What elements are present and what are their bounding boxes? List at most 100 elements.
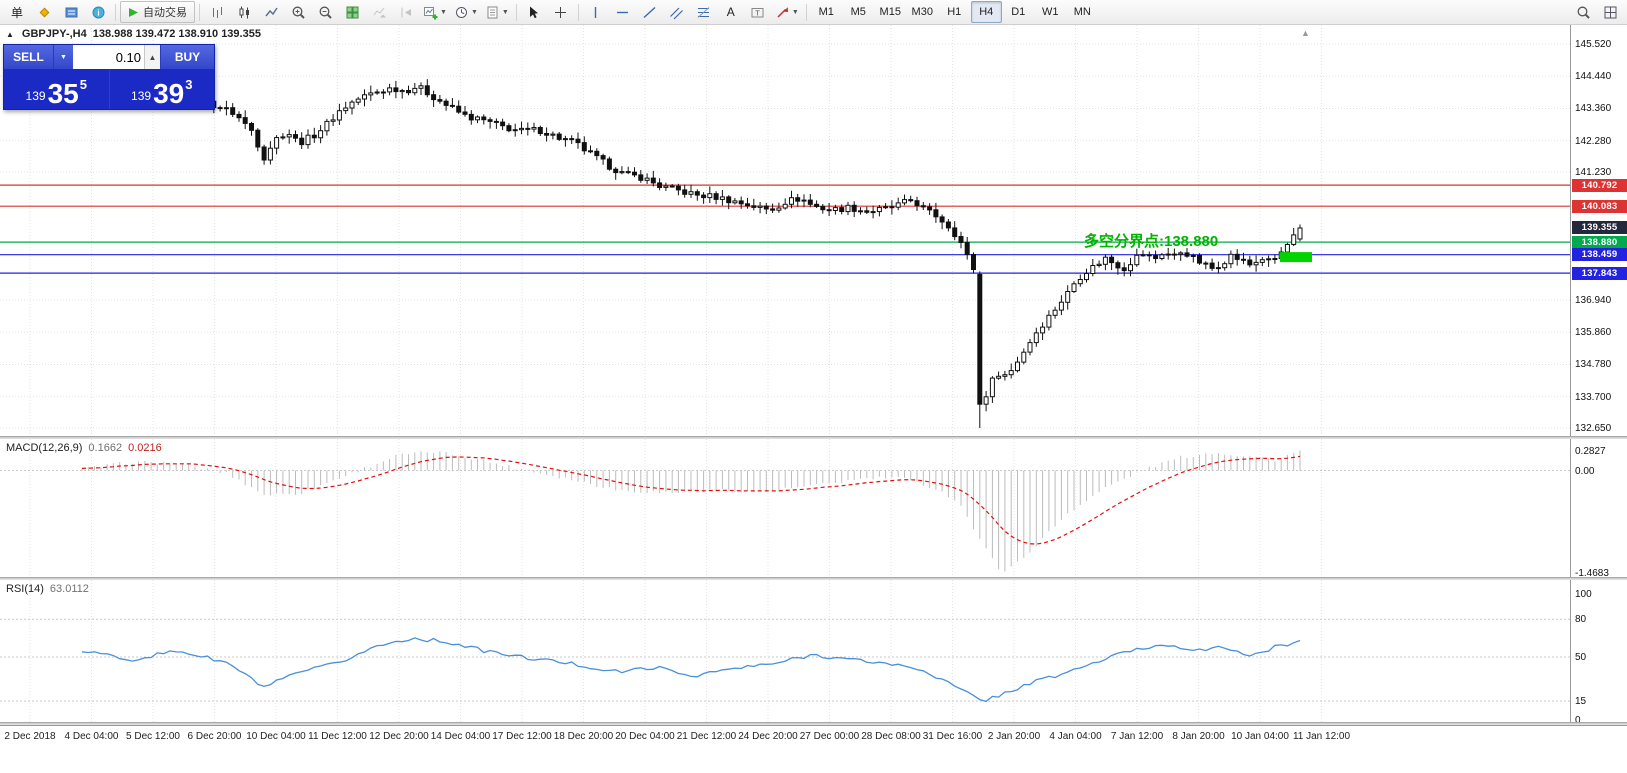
chart-annotation-text[interactable]: 多空分界点:138.880 (1084, 233, 1219, 250)
zoom-in-button[interactable] (285, 1, 311, 23)
time-label: 11 Jan 12:00 (1292, 731, 1351, 742)
toolbar-separator (577, 3, 579, 21)
price-tick: 135.860 (1575, 327, 1612, 338)
timeframe-h1-button[interactable]: H1 (947, 6, 962, 18)
panel-splitter[interactable] (0, 436, 1627, 439)
buy-price-small: 139 (131, 89, 152, 103)
new-chart-button[interactable]: ▼ (420, 1, 450, 23)
new-order-button[interactable]: 单 (10, 5, 23, 20)
time-label: 11 Dec 12:00 (308, 731, 367, 742)
market-watch-button[interactable] (31, 1, 57, 23)
time-label: 8 Jan 20:00 (1172, 731, 1225, 742)
macd-main-value: 0.1662 (88, 442, 123, 454)
trendline-button[interactable] (637, 1, 663, 23)
autotrading-button[interactable]: 自动交易 (120, 1, 195, 23)
time-label: 12 Dec 20:00 (369, 731, 429, 742)
macd-label: MACD(12,26,9) (6, 442, 83, 454)
crosshair-button[interactable] (548, 1, 574, 23)
rsi-axis: 100 80 50 15 0 (1570, 580, 1627, 722)
buy-price-sup: 3 (185, 77, 193, 92)
sell-price-small: 139 (25, 89, 46, 103)
buy-price[interactable]: 139 39 3 (108, 70, 215, 109)
line-chart-button[interactable] (258, 1, 284, 23)
navigator-button[interactable]: i (85, 1, 111, 23)
macd-panel: MACD(12,26,9) 0.1662 0.0216 0.2827 0.00 -1… (0, 439, 1627, 577)
time-label: 10 Jan 04:00 (1231, 731, 1289, 742)
templates-button[interactable]: ▼ (482, 1, 512, 23)
lot-size-input[interactable]: 0.10 ▲ (73, 45, 160, 69)
timeframe-m5-button[interactable]: M5 (850, 6, 866, 18)
cursor-button[interactable] (521, 1, 547, 23)
auto-scroll-button[interactable] (366, 1, 392, 23)
fibonacci-button[interactable] (691, 1, 717, 23)
time-label: 20 Dec 04:00 (615, 731, 675, 742)
price-tick: 143.360 (1575, 103, 1612, 114)
arrows-button[interactable]: ▼ (772, 1, 802, 23)
caret-down-icon: ▼ (470, 8, 478, 16)
macd-chart (0, 439, 1570, 577)
timeframe-m15-button[interactable]: M15 (879, 6, 901, 18)
data-window-button[interactable] (58, 1, 84, 23)
lot-spinner-up[interactable]: ▲ (144, 45, 160, 69)
time-label: 7 Jan 12:00 (1110, 731, 1164, 742)
rsi-value: 63.0112 (49, 583, 89, 595)
time-label: 31 Dec 16:00 (922, 731, 983, 742)
rsi-axis-tick: 100 (1575, 589, 1592, 600)
timeframe-mn-button[interactable]: MN (1073, 6, 1091, 18)
time-label: 2 Dec 2018 (4, 731, 56, 742)
timeframe-h4-button[interactable]: H4 (970, 1, 1002, 23)
lot-dropdown-button[interactable]: ▼ (53, 45, 73, 69)
panel-splitter[interactable] (0, 577, 1627, 580)
bar-chart-button[interactable] (204, 1, 230, 23)
periods-button[interactable]: ▼ (451, 1, 481, 23)
timeframe-d1-button[interactable]: D1 (1011, 6, 1026, 18)
layout-button[interactable] (1597, 1, 1623, 23)
vertical-line-button[interactable] (583, 1, 609, 23)
timeframe-w1-button[interactable]: W1 (1042, 6, 1059, 18)
search-button[interactable] (1570, 1, 1596, 23)
timeframe-m30-button[interactable]: M30 (911, 6, 933, 18)
horizontal-line-button[interactable] (610, 1, 636, 23)
rsi-axis-tick: 80 (1575, 614, 1587, 625)
chart-header: ▲ GBPJPY-,H4 138.988 139.472 138.910 139… (6, 28, 261, 40)
toolbar-separator (805, 3, 807, 21)
rsi-axis-tick: 0 (1575, 715, 1581, 722)
time-label: 5 Dec 12:00 (126, 731, 180, 742)
caret-down-icon: ▼ (791, 8, 799, 16)
macd-axis-tick: 0.00 (1575, 466, 1595, 477)
time-label: 4 Dec 04:00 (64, 731, 119, 742)
timeframe-m1-button[interactable]: M1 (818, 6, 834, 18)
collapse-panel-icon[interactable]: ▲ (6, 30, 14, 39)
main-chart-plot[interactable]: ▲ GBPJPY-,H4 138.988 139.472 138.910 139… (0, 25, 1570, 436)
channel-button[interactable] (664, 1, 690, 23)
sell-button[interactable]: SELL (4, 45, 53, 69)
chart-shift-marker[interactable]: ▲ (1301, 28, 1310, 38)
caret-down-icon: ▼ (501, 8, 509, 16)
chart-shift-button[interactable] (393, 1, 419, 23)
time-axis[interactable]: 2 Dec 2018 4 Dec 04:00 5 Dec 12:00 6 Dec 20… (0, 725, 1627, 749)
level-price-badge: 138.459 (1572, 248, 1627, 261)
chart-title: GBPJPY-,H4 (21, 28, 87, 40)
price-axis[interactable]: 145.520 144.440 143.360 142.280 141.230 136.9… (1570, 25, 1627, 436)
price-tick: 132.650 (1575, 423, 1612, 434)
candle-chart-button[interactable] (231, 1, 257, 23)
current-price-badge: 139.355 (1572, 221, 1627, 234)
text-button[interactable]: A (726, 5, 735, 19)
rsi-panel: RSI(14) 63.0112 100 80 50 15 0 (0, 580, 1627, 722)
time-label: 10 Dec 04:00 (246, 731, 306, 742)
candlestick-chart (0, 25, 1570, 436)
price-tick: 136.940 (1575, 295, 1612, 306)
panel-splitter[interactable] (0, 722, 1627, 725)
tile-windows-button[interactable] (339, 1, 365, 23)
rsi-plot[interactable]: RSI(14) 63.0112 (0, 580, 1570, 722)
price-tick: 145.520 (1575, 39, 1612, 50)
toolbar-separator (199, 3, 200, 21)
svg-text:T: T (756, 8, 761, 17)
zoom-out-button[interactable] (312, 1, 338, 23)
sell-price[interactable]: 139 35 5 (4, 70, 109, 109)
toolbar: 单 i 自动交易 ▼ ▼ ▼ A T ▼ M1 M5 M15 M30 H1 H4 D1 W1 MN (0, 0, 1627, 25)
label-button[interactable]: T (745, 1, 771, 23)
buy-button[interactable]: BUY (160, 45, 214, 69)
macd-plot[interactable]: MACD(12,26,9) 0.1662 0.0216 (0, 439, 1570, 577)
